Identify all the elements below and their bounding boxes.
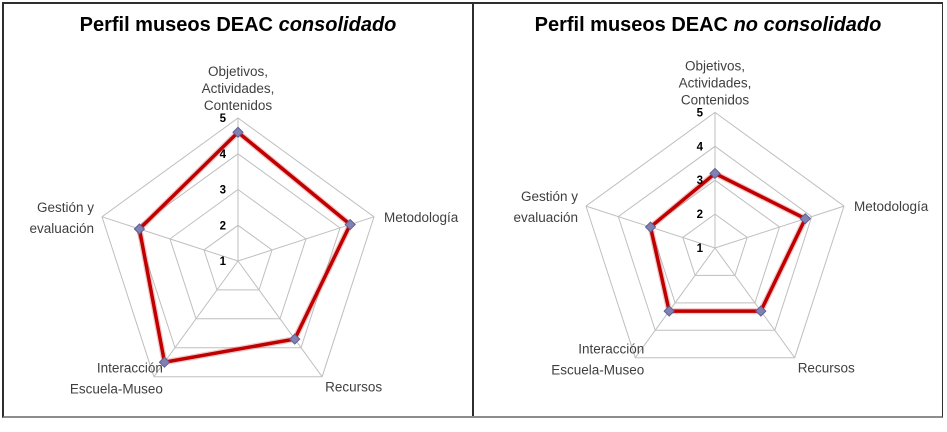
data-point-marker-0: [232, 126, 244, 139]
chart-table: Perfil museos DEAC consolidado 1 2 3 4 5 Objet…: [2, 2, 943, 418]
data-point-marker-0: [709, 167, 721, 180]
data-point-marker-3: [663, 305, 675, 317]
category-label-line: evaluación: [29, 221, 94, 236]
data-point-marker-2: [755, 305, 767, 317]
chart-title-italic-text: no consolidado: [733, 14, 882, 36]
tick-label-4: 4: [220, 149, 227, 161]
category-label-line: Escuela-Museo: [551, 363, 644, 378]
tick-label-5: 5: [697, 107, 704, 119]
series-line: [137, 129, 353, 365]
category-label-line: Actividades,: [202, 81, 275, 96]
tick-label-1: 1: [697, 243, 704, 255]
radar-axis-3: [153, 260, 239, 377]
grid-ring-2: [203, 224, 273, 291]
category-label-line: Metodología: [854, 199, 929, 214]
tick-label-3: 3: [220, 185, 226, 197]
category-label-0: Objetivos, Actividades, Contenidos: [202, 64, 275, 113]
category-label-line: Recursos: [325, 380, 382, 395]
data-point-marker-3: [158, 356, 171, 368]
radar-chart-no-consolidado: 1 2 3 4 5 Objetivos, Actividades, Contenidos Met…: [513, 58, 928, 377]
category-label-line: Objetivos,: [208, 64, 268, 79]
chart-title-regular-text: Perfil museos DEAC: [534, 14, 728, 36]
grid-ring-5: [585, 111, 845, 359]
chart-title-regular-text: Perfil museos DEAC: [79, 14, 273, 36]
category-label-3: Interacción Escuela-Museo: [551, 342, 644, 378]
grid-ring-3: [169, 188, 307, 320]
category-label-4: Gestión y evaluación: [29, 200, 94, 236]
data-point-marker-4: [644, 221, 657, 233]
category-label-line: Interacción: [578, 342, 644, 357]
series-line: [648, 171, 808, 313]
category-label-line: Recursos: [798, 361, 855, 376]
category-label-line: Contenidos: [681, 92, 750, 107]
tick-label-5: 5: [220, 113, 227, 125]
panel-consolidado: Perfil museos DEAC consolidado 1 2 3 4 5 Objet…: [4, 4, 472, 416]
category-label-0: Objetivos, Actividades, Contenidos: [679, 58, 752, 107]
category-label-1: Metodología: [854, 199, 929, 214]
category-label-line: Interacción: [97, 361, 163, 376]
chart-title-italic-text: consolidado: [278, 14, 397, 36]
chart-title-consolidado: Perfil museos DEAC consolidado: [4, 12, 472, 38]
category-label-line: Actividades,: [679, 75, 752, 90]
series-markers: [133, 126, 356, 368]
category-labels: Objetivos, Actividades, Contenidos Metodolo…: [29, 64, 458, 397]
category-label-line: Objetivos,: [685, 58, 745, 73]
category-label-2: Recursos: [798, 361, 855, 376]
panel-no-consolidado: Perfil museos DEAC no consolidado 1 2 3 4 5 Ob…: [472, 4, 942, 416]
tick-label-2: 2: [220, 220, 226, 232]
category-label-line: evaluación: [513, 210, 578, 225]
category-label-1: Metodología: [384, 210, 459, 225]
grid-ring-4: [617, 145, 813, 331]
grid-ring-2: [682, 213, 748, 276]
value-axis-tick-labels: 1 2 3 4 5: [220, 113, 227, 268]
tick-label-1: 1: [220, 256, 227, 268]
tick-label-2: 2: [697, 209, 703, 221]
category-label-line: Contenidos: [204, 98, 273, 113]
chart-title-no-consolidado: Perfil museos DEAC no consolidado: [474, 12, 942, 38]
tick-label-4: 4: [697, 141, 704, 153]
radar-axis-2: [237, 260, 323, 377]
series-markers: [644, 167, 811, 317]
series-halo: [647, 169, 810, 315]
radar-axis-2: [714, 247, 796, 358]
tick-label-3: 3: [697, 175, 703, 187]
radar-axis-3: [634, 247, 716, 358]
category-label-line: Gestión y: [37, 200, 94, 215]
data-point-marker-1: [799, 212, 811, 225]
category-label-4: Gestión y evaluación: [513, 189, 578, 225]
category-label-line: Metodología: [384, 210, 459, 225]
category-label-line: Gestión y: [521, 189, 578, 204]
data-point-marker-1: [344, 218, 356, 231]
category-label-3: Interacción Escuela-Museo: [70, 361, 163, 397]
data-point-marker-2: [289, 333, 301, 345]
radar-axis-4: [101, 216, 239, 262]
category-labels: Objetivos, Actividades, Contenidos Metodolo…: [513, 58, 928, 377]
value-axis-tick-labels: 1 2 3 4 5: [697, 107, 704, 255]
radar-axis-1: [714, 205, 845, 249]
category-label-line: Escuela-Museo: [70, 382, 163, 397]
category-label-2: Recursos: [325, 380, 382, 395]
data-point-marker-4: [133, 223, 146, 235]
grid-ring-5: [101, 117, 375, 378]
radar-chart-consolidado: 1 2 3 4 5 Objetivos, Actividades, Contenidos Met…: [29, 64, 458, 397]
